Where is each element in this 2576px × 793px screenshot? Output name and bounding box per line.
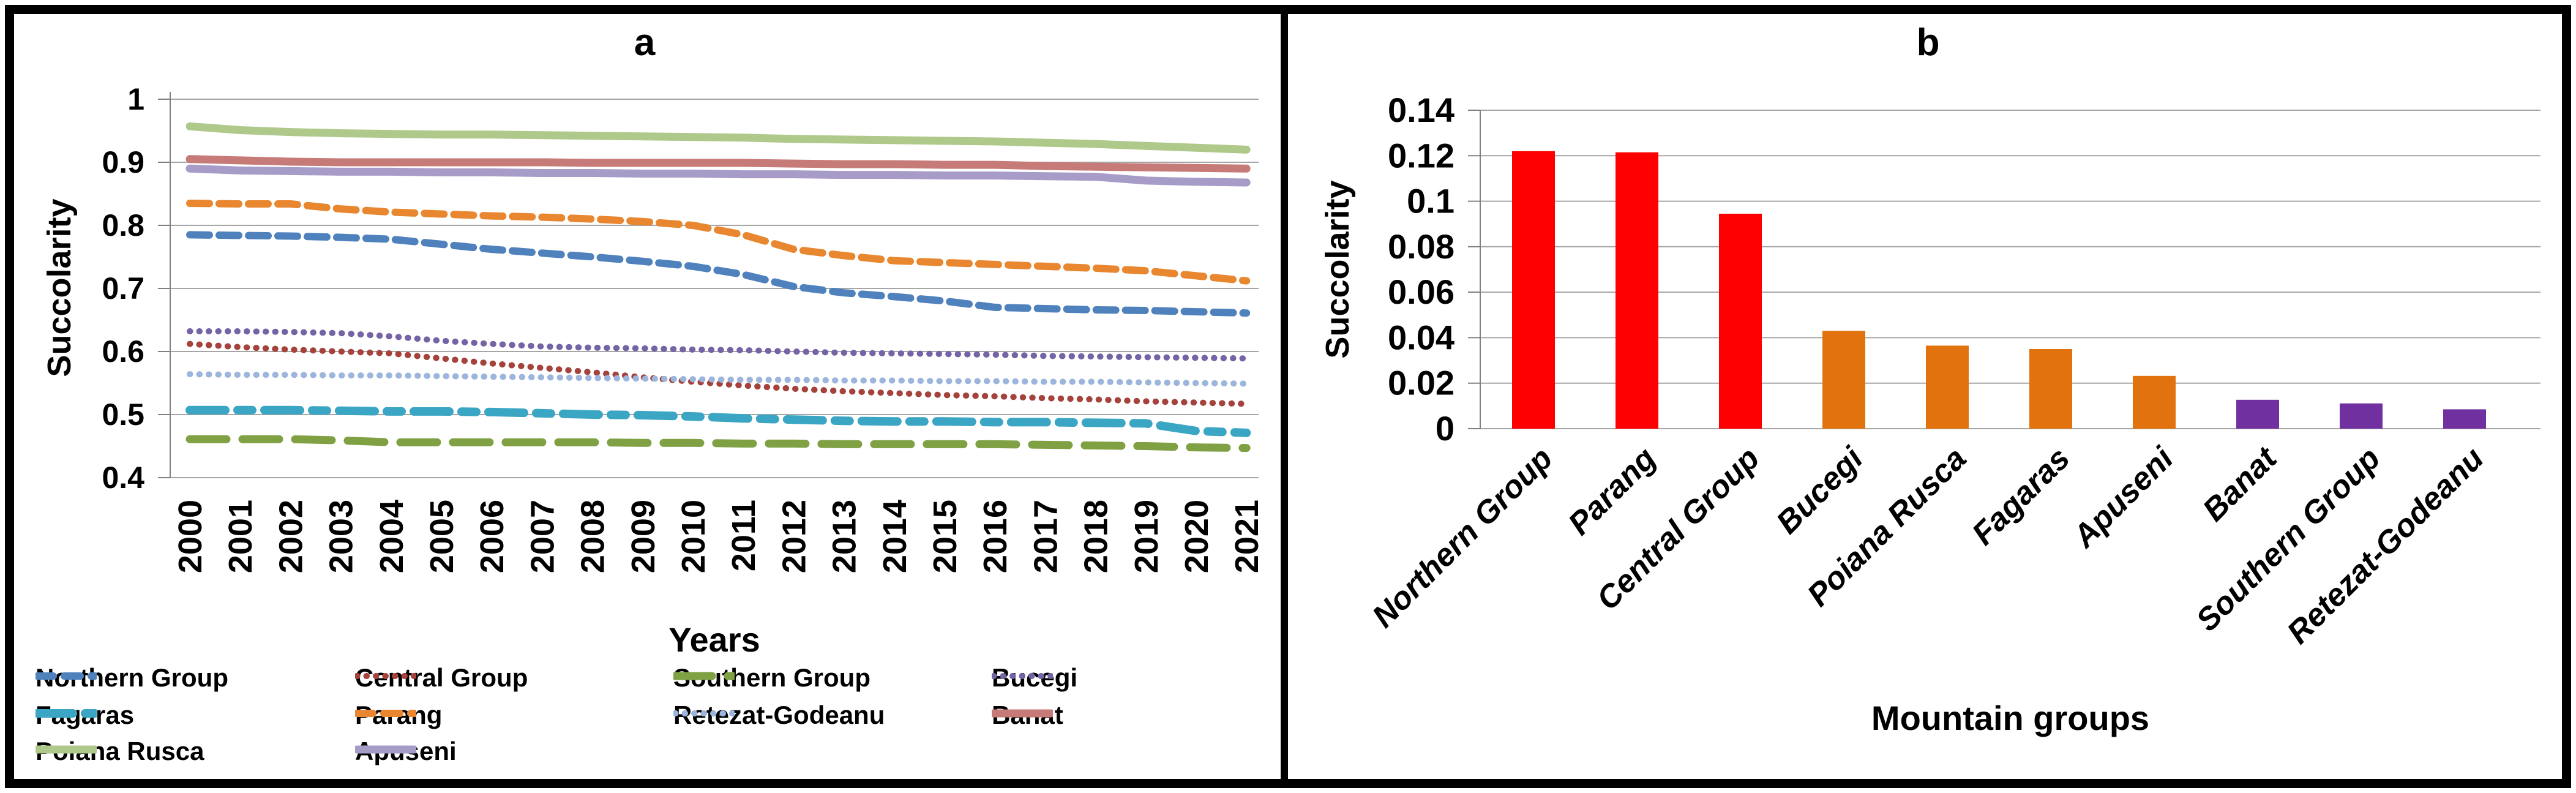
x-tick-label-year: 2017 bbox=[1027, 500, 1064, 573]
bar-fagaras bbox=[2029, 349, 2072, 429]
x-tick-label-year: 2014 bbox=[877, 500, 913, 573]
x-category-label: Fagaras bbox=[1965, 440, 2076, 552]
y-tick-label: 0.14 bbox=[1388, 91, 1455, 129]
y-tick-label: 0.02 bbox=[1388, 364, 1455, 402]
x-category-label: Retezat-Godeanu bbox=[2280, 440, 2490, 650]
bar-northern-group bbox=[1512, 151, 1555, 429]
series-line-banat bbox=[185, 155, 1251, 173]
y-tick-label: 0.08 bbox=[1388, 227, 1455, 266]
panel-a: 1 0.9 0.8 0.7 0.6 0.5 0.4 2000 2001 2002 2003 2004 2… bbox=[9, 0, 1281, 793]
y-tick-label: 0.8 bbox=[102, 208, 144, 242]
x-tick-label-year: 2005 bbox=[424, 500, 460, 573]
x-tick-label-year: 2008 bbox=[575, 500, 612, 573]
x-tick-label-year: 2000 bbox=[172, 500, 209, 573]
series-line-poiana-rusca bbox=[185, 122, 1251, 154]
x-category-label: Northern Group bbox=[1366, 440, 1560, 634]
x-category-label: Parang bbox=[1562, 440, 1663, 542]
panel-a-y-axis-label: Succolarity bbox=[41, 198, 78, 377]
y-tick-label: 0.9 bbox=[102, 145, 144, 179]
y-tick-label: 0.6 bbox=[102, 334, 144, 369]
bar-retezat-godeanu bbox=[2443, 409, 2486, 429]
x-tick-label-year: 2018 bbox=[1078, 500, 1115, 573]
x-category-label: Banat bbox=[2196, 440, 2285, 528]
y-tick-label: 0.7 bbox=[102, 271, 144, 306]
series-line-central-group bbox=[187, 340, 1250, 407]
x-tick-label-year: 2007 bbox=[524, 500, 561, 573]
x-tick-label-year: 2004 bbox=[373, 500, 410, 573]
x-tick-label-year: 2001 bbox=[222, 500, 259, 573]
x-tick-label-year: 2013 bbox=[826, 500, 863, 573]
y-tick-label: 0.12 bbox=[1388, 136, 1455, 175]
bar-southern-group bbox=[2340, 403, 2383, 429]
x-tick-label-year: 2020 bbox=[1178, 500, 1215, 573]
panel-b: 0.14 0.12 0.1 0.08 0.06 0.04 0.02 0 Northern Gro… bbox=[1289, 0, 2567, 793]
panel-a-x-axis-label: Years bbox=[668, 620, 760, 659]
bar-parang bbox=[1616, 152, 1658, 429]
panel-b-y-axis-label: Succolarity bbox=[1319, 180, 1356, 359]
x-tick-label-year: 2011 bbox=[725, 500, 762, 571]
x-tick-label-year: 2006 bbox=[474, 500, 511, 573]
line-chart: 1 0.9 0.8 0.7 0.6 0.5 0.4 2000 2001 2002 2003 2004 2… bbox=[102, 82, 1265, 573]
series-line-southern-group bbox=[185, 435, 1251, 453]
y-tick-label: 1 bbox=[127, 82, 144, 116]
x-tick-label-year: 2010 bbox=[675, 500, 712, 573]
panel-a-title: a bbox=[634, 21, 656, 64]
bar-apuseni bbox=[2133, 375, 2176, 429]
x-tick-label-year: 2021 bbox=[1229, 500, 1265, 573]
x-category-label: Apuseni bbox=[2065, 440, 2181, 555]
x-category-label: Bucegi bbox=[1770, 440, 1871, 541]
series-line-parang bbox=[186, 200, 1251, 285]
x-tick-label-year: 2009 bbox=[625, 500, 662, 573]
x-tick-label-year: 2015 bbox=[927, 500, 964, 573]
y-tick-label: 0.06 bbox=[1388, 272, 1455, 311]
series-line-northern-group bbox=[186, 231, 1251, 317]
y-tick-label: 0.04 bbox=[1388, 318, 1455, 356]
y-tick-label: 0.4 bbox=[102, 460, 144, 495]
panel-b-title: b bbox=[1916, 21, 1940, 64]
bar-central-group bbox=[1719, 214, 1762, 429]
series-line-retezat-godeanu bbox=[187, 371, 1250, 387]
y-tick-label: 0.5 bbox=[102, 397, 144, 432]
series-line-bucegi bbox=[187, 328, 1250, 362]
x-category-label: Southern Group bbox=[2190, 440, 2387, 638]
y-tick-label: 0.1 bbox=[1407, 182, 1455, 220]
x-tick-label-year: 2019 bbox=[1128, 500, 1165, 573]
series-line-apuseni bbox=[185, 164, 1251, 187]
x-tick-label-year: 2002 bbox=[272, 500, 309, 573]
y-tick-label: 0 bbox=[1436, 409, 1455, 448]
bar-poiana-rusca bbox=[1926, 345, 1969, 429]
panel-b-x-axis-label: Mountain groups bbox=[1871, 699, 2150, 737]
bar-banat bbox=[2236, 399, 2279, 429]
panel-divider bbox=[1281, 5, 1288, 788]
bar-bucegi bbox=[1822, 331, 1865, 429]
series-line-fagaras bbox=[185, 405, 1251, 437]
x-tick-label-year: 2003 bbox=[323, 500, 360, 573]
x-tick-label-year: 2016 bbox=[977, 500, 1014, 573]
x-tick-label-year: 2012 bbox=[776, 500, 812, 573]
